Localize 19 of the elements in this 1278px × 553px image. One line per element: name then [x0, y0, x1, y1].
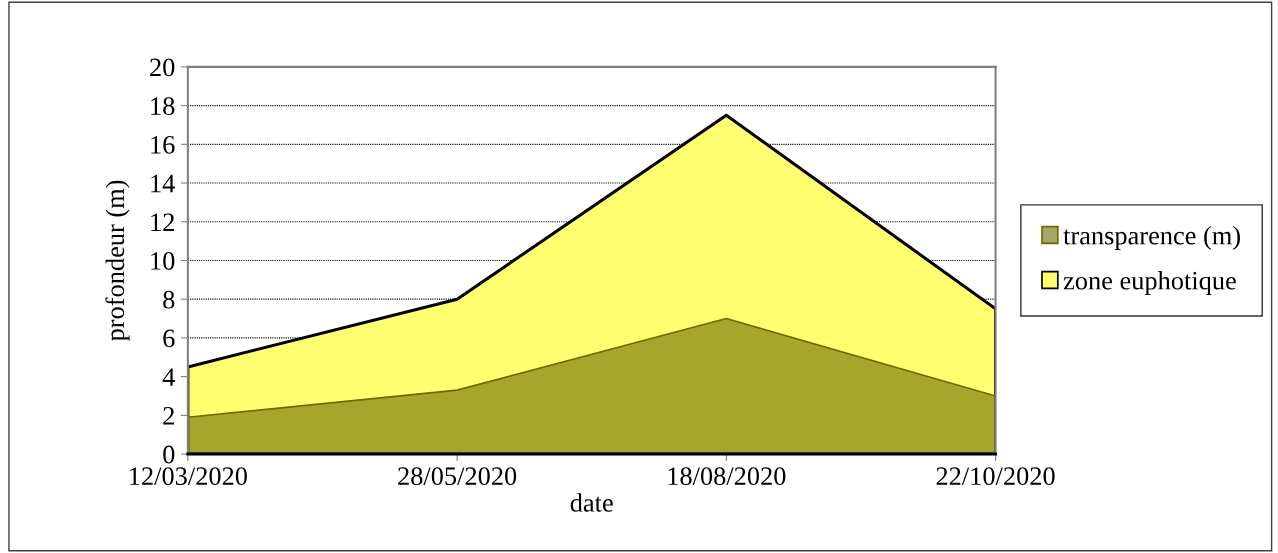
y-tick-label: 18 [151, 97, 175, 116]
y-tick-label: 4 [162, 368, 175, 386]
y-tick-label: 16 [151, 136, 175, 154]
y-tick-label: 6 [163, 329, 175, 348]
y-axis-title: profondeur (m) [105, 180, 130, 342]
y-tick-label: 14 [151, 174, 175, 193]
legend-label: zone euphotique [1063, 271, 1236, 295]
y-tick-label: 0 [163, 445, 175, 464]
x-axis-title: date [570, 493, 613, 512]
x-tick-label: 18/08/2020 [668, 467, 786, 486]
x-tick-label: 22/10/2020 [936, 467, 1055, 486]
y-tick-label: 2 [163, 406, 174, 425]
x-tick-label: 28/05/2020 [398, 467, 517, 486]
x-tick-label: 12/03/2020 [130, 467, 247, 486]
y-tick-label: 8 [163, 290, 175, 309]
y-tick-label: 10 [151, 252, 175, 270]
legend-label: transparence (m) [1063, 225, 1240, 250]
y-tick-label: 20 [150, 58, 175, 77]
y-tick-label: 12 [151, 213, 174, 231]
